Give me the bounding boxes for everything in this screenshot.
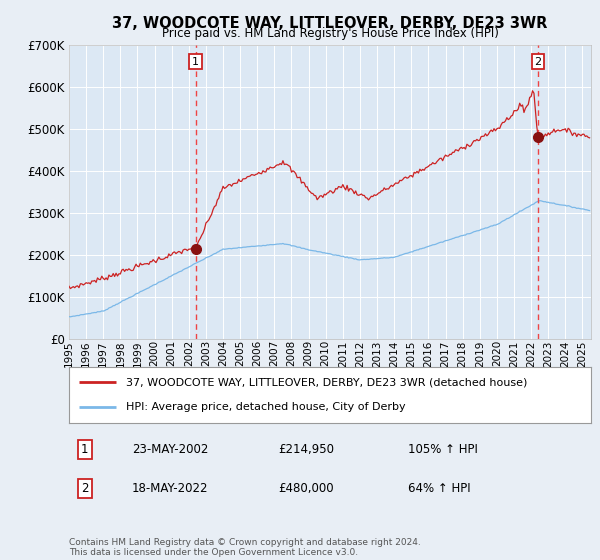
Text: 64% ↑ HPI: 64% ↑ HPI <box>409 482 471 495</box>
Text: 1: 1 <box>192 57 199 67</box>
Text: Contains HM Land Registry data © Crown copyright and database right 2024.
This d: Contains HM Land Registry data © Crown c… <box>69 538 421 557</box>
Text: 23-MAY-2002: 23-MAY-2002 <box>131 443 208 456</box>
Text: 2: 2 <box>535 57 542 67</box>
Text: £214,950: £214,950 <box>278 443 334 456</box>
Text: HPI: Average price, detached house, City of Derby: HPI: Average price, detached house, City… <box>127 402 406 412</box>
Text: 1: 1 <box>81 443 88 456</box>
Text: 2: 2 <box>81 482 88 495</box>
Text: 37, WOODCOTE WAY, LITTLEOVER, DERBY, DE23 3WR (detached house): 37, WOODCOTE WAY, LITTLEOVER, DERBY, DE2… <box>127 377 528 388</box>
Text: Price paid vs. HM Land Registry's House Price Index (HPI): Price paid vs. HM Land Registry's House … <box>161 27 499 40</box>
Text: 105% ↑ HPI: 105% ↑ HPI <box>409 443 478 456</box>
Text: 37, WOODCOTE WAY, LITTLEOVER, DERBY, DE23 3WR: 37, WOODCOTE WAY, LITTLEOVER, DERBY, DE2… <box>112 16 548 31</box>
Text: £480,000: £480,000 <box>278 482 334 495</box>
Text: 18-MAY-2022: 18-MAY-2022 <box>131 482 208 495</box>
